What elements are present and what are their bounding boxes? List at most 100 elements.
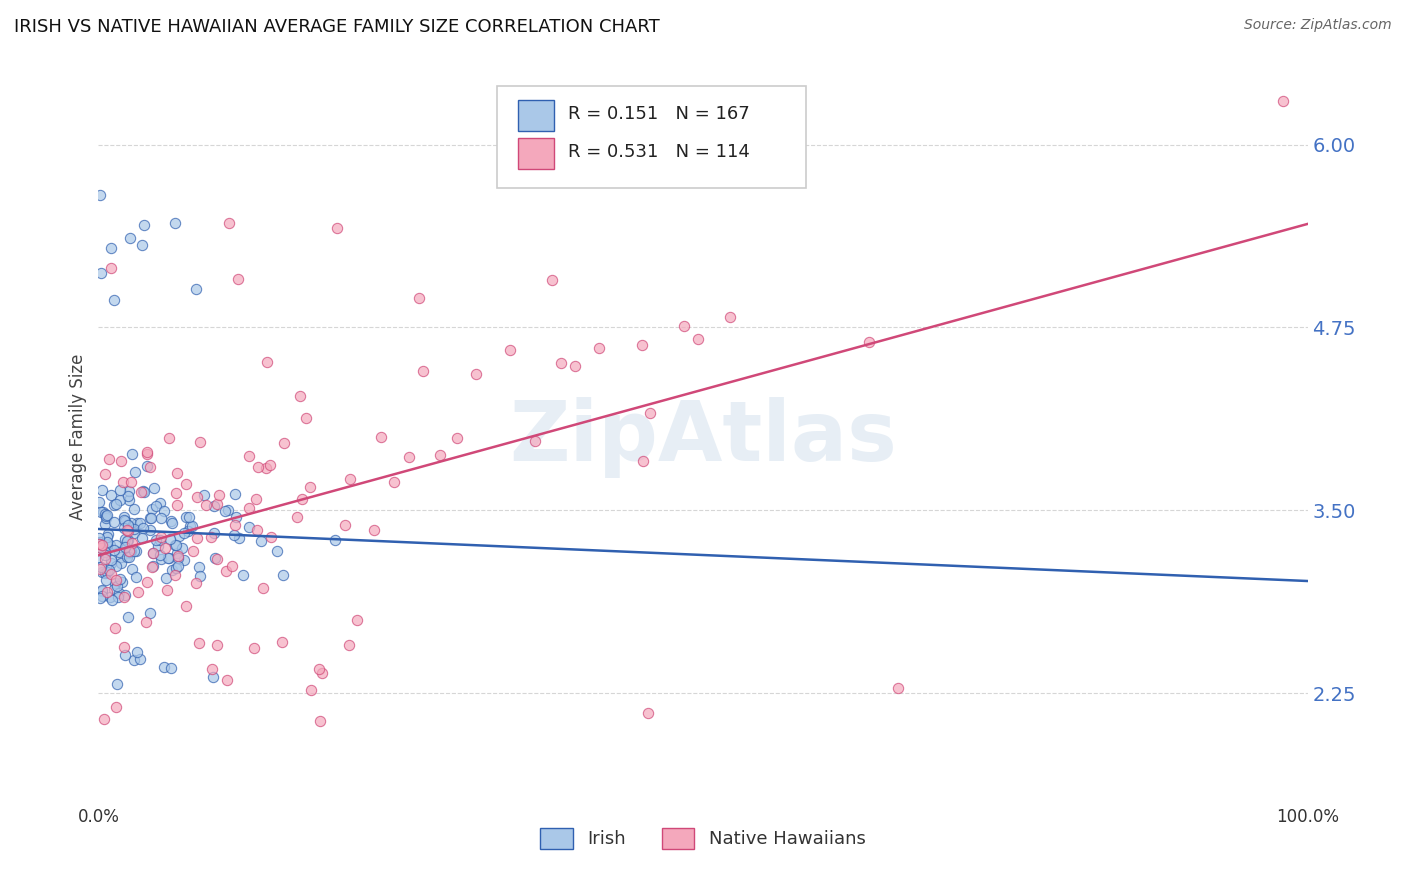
Point <box>90 266 112 280</box>
Point <box>139 460 162 475</box>
Point <box>94 516 117 531</box>
Point <box>167 559 190 574</box>
Point <box>858 334 880 349</box>
Point <box>173 553 195 567</box>
Point <box>89 534 111 549</box>
Point <box>115 533 138 548</box>
Point <box>90 538 112 552</box>
Point <box>125 570 148 584</box>
Point <box>139 511 162 525</box>
Point <box>160 563 183 577</box>
Point <box>103 498 125 512</box>
Point <box>117 489 139 503</box>
Point <box>266 543 288 558</box>
Point <box>384 475 406 490</box>
Point <box>408 291 430 305</box>
Point <box>221 558 243 573</box>
Point <box>131 238 153 252</box>
Point <box>165 538 187 552</box>
Point <box>142 559 165 574</box>
Point <box>673 318 696 333</box>
Point <box>98 538 121 552</box>
Point <box>247 459 270 474</box>
Point <box>254 461 277 475</box>
Point <box>222 528 245 542</box>
Point <box>308 662 330 676</box>
Point <box>1272 94 1295 108</box>
Point <box>115 541 138 555</box>
Point <box>630 337 652 351</box>
Point <box>120 516 142 530</box>
Point <box>100 487 122 501</box>
Point <box>188 560 211 574</box>
Point <box>205 497 228 511</box>
Point <box>117 550 139 565</box>
Point <box>337 638 360 652</box>
Point <box>246 524 269 538</box>
Point <box>295 410 318 425</box>
Point <box>326 221 349 235</box>
Point <box>165 561 187 575</box>
Point <box>97 526 120 541</box>
Point <box>550 356 572 370</box>
Point <box>105 538 128 552</box>
Point <box>89 540 111 554</box>
Point <box>155 571 177 585</box>
Point <box>105 559 128 574</box>
Point <box>157 431 180 445</box>
Point <box>117 519 139 533</box>
Point <box>259 458 281 473</box>
Point <box>131 485 153 500</box>
Point <box>200 530 222 544</box>
Point <box>136 447 159 461</box>
Point <box>174 476 197 491</box>
Point <box>87 537 110 551</box>
Point <box>112 521 135 535</box>
Point <box>887 681 910 695</box>
Point <box>132 219 155 233</box>
Point <box>114 540 136 554</box>
Point <box>111 475 134 489</box>
Point <box>217 503 239 517</box>
Point <box>96 535 118 549</box>
Point <box>94 507 117 521</box>
Point <box>165 216 187 230</box>
Point <box>100 557 122 571</box>
Point <box>167 551 190 566</box>
Point <box>201 662 224 676</box>
Point <box>195 498 218 512</box>
Point <box>148 533 170 548</box>
Point <box>121 536 143 550</box>
Point <box>145 533 167 548</box>
Point <box>118 492 141 507</box>
Point <box>98 591 121 605</box>
Point <box>136 575 159 590</box>
Point <box>101 592 124 607</box>
Point <box>114 514 136 528</box>
Point <box>108 572 131 586</box>
Point <box>91 505 114 519</box>
Point <box>166 466 188 480</box>
Point <box>94 551 117 566</box>
Point <box>104 498 127 512</box>
Point <box>238 449 260 463</box>
Point <box>309 714 332 728</box>
Point <box>128 516 150 530</box>
Point <box>108 586 131 600</box>
Point <box>238 520 260 534</box>
Point <box>118 544 141 558</box>
Point <box>125 645 148 659</box>
Point <box>188 434 211 449</box>
Point <box>205 638 228 652</box>
Point <box>214 504 236 518</box>
Point <box>132 483 155 498</box>
Point <box>115 550 138 565</box>
Point <box>118 231 141 245</box>
Point <box>125 516 148 530</box>
Point <box>271 567 294 582</box>
Point <box>100 553 122 567</box>
Point <box>165 538 187 552</box>
Point <box>564 359 586 373</box>
Point <box>120 544 142 558</box>
Point <box>93 712 115 726</box>
